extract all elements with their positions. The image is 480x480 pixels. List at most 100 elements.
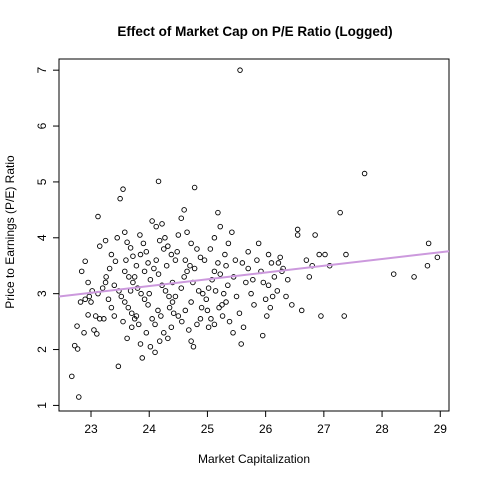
data-point bbox=[124, 239, 130, 246]
data-point bbox=[122, 268, 128, 275]
data-point bbox=[172, 257, 179, 263]
data-point bbox=[269, 293, 276, 300]
data-point bbox=[82, 258, 88, 265]
data-point bbox=[74, 346, 81, 352]
data-point bbox=[151, 265, 157, 272]
data-point bbox=[184, 229, 190, 235]
data-point bbox=[191, 265, 198, 272]
data-point bbox=[69, 373, 75, 380]
data-point bbox=[81, 330, 87, 336]
plot-frame bbox=[58, 58, 450, 412]
data-point bbox=[361, 170, 368, 177]
data-point bbox=[223, 262, 229, 269]
data-point bbox=[106, 265, 113, 272]
data-point bbox=[112, 258, 119, 265]
data-point bbox=[341, 313, 347, 319]
data-point bbox=[135, 321, 142, 328]
data-point bbox=[225, 240, 232, 247]
data-point bbox=[194, 246, 200, 252]
data-point bbox=[205, 324, 212, 330]
data-point bbox=[123, 257, 129, 263]
data-point bbox=[108, 251, 115, 258]
data-point bbox=[262, 296, 269, 303]
data-point bbox=[236, 310, 243, 316]
data-point bbox=[251, 302, 257, 308]
data-point bbox=[114, 235, 120, 241]
data-point bbox=[140, 240, 147, 247]
data-point bbox=[141, 268, 148, 275]
data-point bbox=[268, 260, 275, 266]
data-point bbox=[285, 276, 291, 283]
x-tick-label: 25 bbox=[201, 422, 215, 436]
y-tick-label: 6 bbox=[35, 122, 49, 129]
data-point bbox=[137, 341, 144, 347]
data-point bbox=[158, 313, 164, 319]
data-point bbox=[165, 243, 171, 249]
data-point bbox=[223, 299, 229, 305]
data-point bbox=[155, 307, 161, 314]
data-point bbox=[172, 293, 179, 300]
data-point bbox=[82, 296, 88, 303]
data-point bbox=[294, 226, 301, 233]
y-tick-label: 3 bbox=[35, 290, 49, 297]
data-point bbox=[152, 321, 158, 328]
data-point bbox=[239, 260, 246, 266]
data-point bbox=[179, 318, 185, 325]
data-point bbox=[152, 349, 158, 356]
data-point bbox=[237, 67, 243, 73]
data-point bbox=[316, 251, 322, 258]
data-point bbox=[138, 290, 144, 297]
data-point bbox=[240, 324, 247, 330]
data-point bbox=[115, 363, 122, 370]
data-point bbox=[147, 343, 154, 350]
data-point bbox=[238, 341, 244, 347]
data-point bbox=[74, 323, 80, 329]
data-point bbox=[111, 282, 118, 289]
data-point bbox=[182, 257, 189, 263]
data-point bbox=[232, 257, 239, 263]
data-point bbox=[129, 324, 135, 330]
data-point bbox=[207, 246, 214, 252]
data-point bbox=[188, 338, 194, 344]
data-point bbox=[130, 253, 136, 259]
data-point bbox=[343, 251, 349, 258]
data-point bbox=[205, 285, 212, 291]
data-point bbox=[181, 207, 187, 213]
data-point bbox=[162, 288, 169, 294]
data-point bbox=[195, 288, 202, 294]
data-point bbox=[166, 293, 172, 300]
data-point bbox=[265, 251, 272, 258]
data-point bbox=[275, 260, 282, 266]
data-point bbox=[248, 290, 254, 297]
x-tick-label: 28 bbox=[375, 422, 389, 436]
chart-title: Effect of Market Cap on P/E Ratio (Logge… bbox=[117, 24, 392, 39]
data-point bbox=[197, 316, 204, 322]
data-point bbox=[145, 260, 151, 266]
data-point bbox=[155, 271, 162, 277]
data-points bbox=[69, 67, 441, 400]
data-point bbox=[168, 324, 175, 330]
y-axis: 1 2 3 4 5 6 7 bbox=[35, 67, 59, 409]
data-point bbox=[306, 274, 313, 280]
data-point bbox=[216, 304, 222, 311]
data-point bbox=[85, 312, 91, 318]
data-point bbox=[156, 338, 163, 344]
data-point bbox=[126, 274, 132, 280]
regression-line-group bbox=[58, 250, 450, 298]
y-tick-label: 1 bbox=[35, 402, 49, 409]
data-point bbox=[94, 331, 100, 337]
data-point bbox=[390, 271, 397, 277]
data-point bbox=[245, 249, 251, 255]
data-point bbox=[124, 335, 130, 342]
data-point bbox=[188, 240, 194, 247]
data-point bbox=[159, 221, 165, 227]
data-point bbox=[153, 223, 159, 230]
data-point bbox=[77, 299, 84, 305]
x-tick-label: 27 bbox=[317, 422, 331, 436]
data-point bbox=[102, 237, 109, 244]
data-point bbox=[141, 296, 148, 303]
data-point bbox=[131, 316, 138, 322]
y-tick-label: 5 bbox=[35, 178, 49, 185]
data-point bbox=[133, 262, 140, 269]
data-point bbox=[166, 304, 173, 311]
